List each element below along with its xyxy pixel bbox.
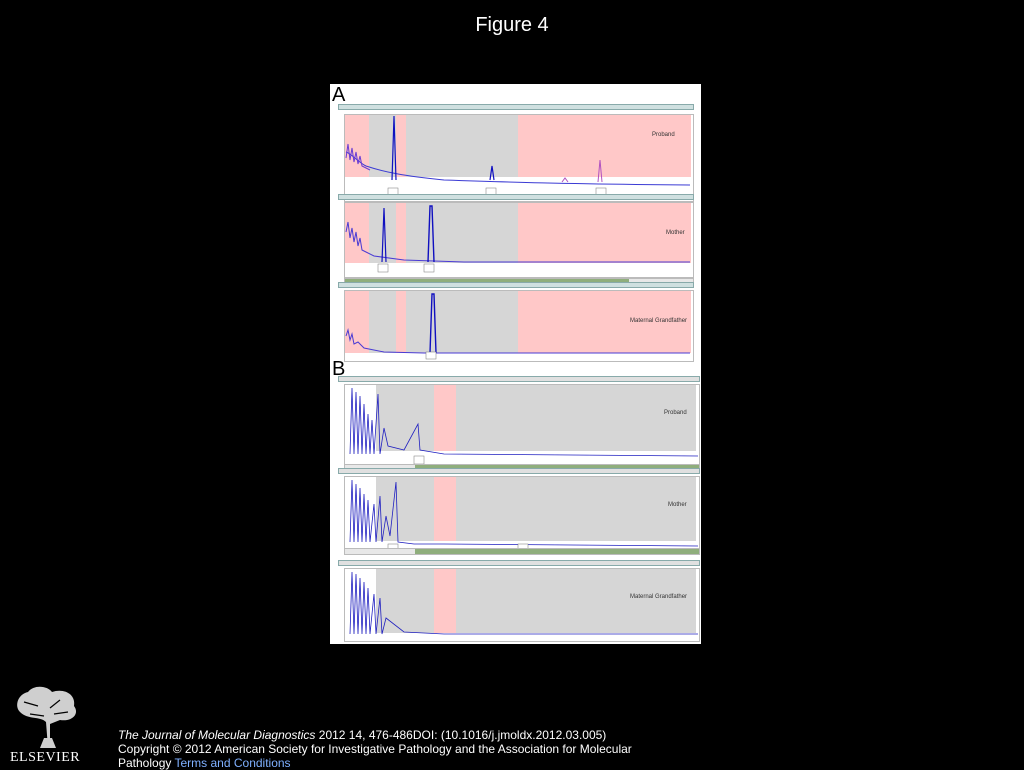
copyright-text: Copyright © 2012 American Society for In… <box>118 742 632 770</box>
journal-name: The Journal of Molecular Diagnostics <box>118 728 316 742</box>
panel-a-letter: A <box>332 84 346 106</box>
trace-line <box>345 115 691 197</box>
journal-citation: The Journal of Molecular Diagnostics 201… <box>118 728 606 742</box>
panel-b-trace-mother: Mother <box>338 468 700 555</box>
figure-title: Figure 4 <box>475 14 549 36</box>
panel-b-trace-proband: Proband <box>338 376 700 471</box>
trace-line <box>349 387 698 465</box>
figure-image: A Proband <box>330 84 701 644</box>
trace-line <box>345 293 690 360</box>
panel-b-trace-maternal-grandfather: Maternal Grandfather <box>338 560 700 642</box>
trace-line <box>345 205 690 273</box>
trace-line <box>349 479 698 552</box>
elsevier-wordmark: ELSEVIER <box>10 750 81 765</box>
panel-a-trace-maternal-grandfather: Maternal Grandfather <box>338 282 694 364</box>
trace-label: Mother <box>668 502 687 508</box>
terms-link[interactable]: Terms and Conditions <box>174 756 291 770</box>
trace-label: Proband <box>652 132 675 138</box>
trace-line <box>349 571 698 635</box>
trace-label: Mother <box>666 230 685 236</box>
panel-a-trace-proband: Proband <box>338 104 694 209</box>
copyright-notice: Copyright © 2012 American Society for In… <box>118 742 688 770</box>
panel-a-trace-mother: Mother <box>338 194 694 285</box>
elsevier-tree-icon <box>10 682 86 750</box>
trace-label: Proband <box>664 410 687 416</box>
panel-b-letter: B <box>332 358 346 380</box>
doi-text: 2012 14, 476-486DOI: (10.1016/j.jmoldx.2… <box>315 728 607 742</box>
trace-label: Maternal Grandfather <box>630 318 688 324</box>
trace-label: Maternal Grandfather <box>630 594 688 600</box>
